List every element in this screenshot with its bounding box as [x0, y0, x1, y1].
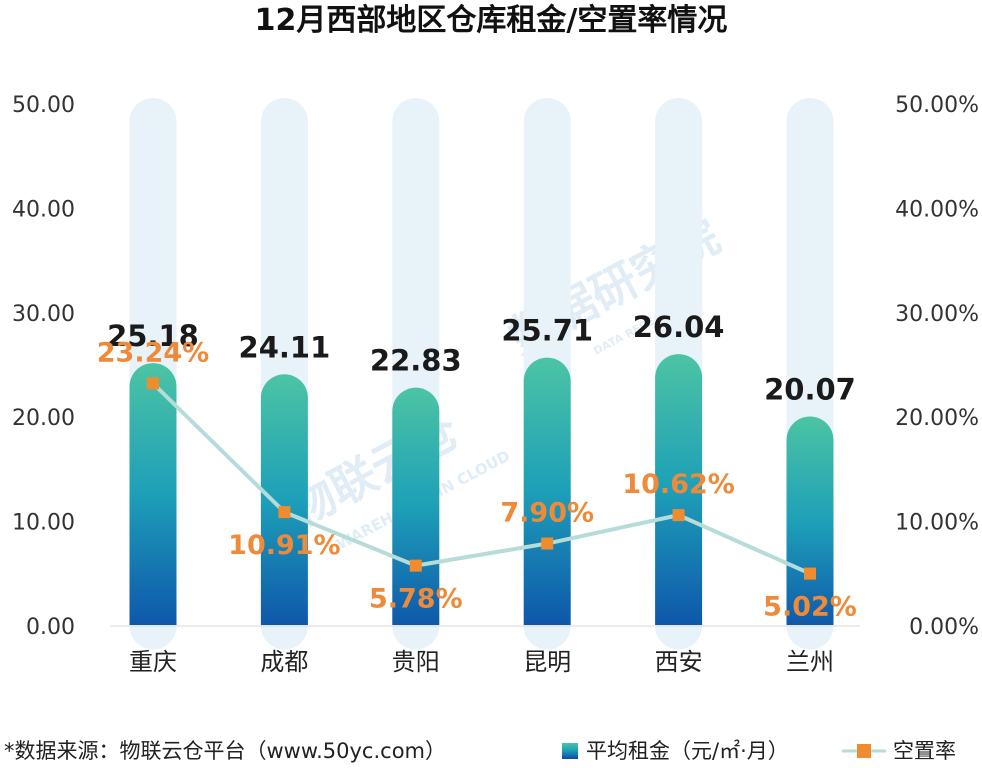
y-tick-right-label: 0.00% [909, 615, 979, 640]
y-tick-right-label: 30.00% [895, 302, 979, 327]
legend-vacancy-marker [857, 744, 871, 758]
rent-bar [260, 374, 308, 625]
rent-value-label: 25.18 [107, 319, 199, 353]
x-axis: 重庆 成都 贵阳 昆明 西安 兰州 [129, 648, 834, 676]
source-note: *数据来源：物联云仓平台（www.50yc.com） [4, 739, 446, 763]
legend-rent-label: 平均租金（元/㎡·月） [586, 739, 789, 763]
legend-vacancy-label: 空置率 [893, 739, 956, 763]
rent-value-label: 24.11 [239, 330, 331, 364]
legend-rent-swatch [562, 743, 578, 759]
vacancy-point [672, 509, 685, 522]
vacancy-series-line [151, 381, 811, 576]
vacancy-value-label: 5.78% [369, 584, 463, 615]
vacancy-point [147, 377, 159, 390]
vacancy-line-layer [147, 377, 816, 580]
rent-value-label: 25.71 [501, 314, 593, 348]
y-tick-left-label: 40.00 [12, 197, 75, 222]
y-tick-right-label: 20.00% [895, 406, 979, 431]
rent-value-label: 20.07 [764, 372, 856, 406]
y-axis-left: 0.00 10.00 20.00 30.00 40.00 50.00 [12, 93, 75, 640]
vacancy-point [409, 559, 422, 572]
rent-bar [129, 363, 177, 625]
x-tick-label: 贵阳 [392, 648, 440, 676]
rent-value-label: 22.83 [370, 344, 462, 378]
vacancy-point [278, 506, 291, 519]
bar-value-labels: 25.18 24.11 22.83 25.71 26.04 20.07 [107, 310, 856, 406]
chart-title: 12月西部地区仓库租金/空置率情况 [255, 3, 728, 38]
vacancy-point [541, 537, 554, 550]
vacancy-value-label: 10.62% [622, 469, 734, 500]
x-tick-label: 西安 [655, 648, 703, 676]
x-tick-label: 重庆 [129, 648, 177, 676]
y-tick-right-label: 40.00% [895, 197, 979, 222]
bar-background-layer [129, 98, 834, 650]
y-tick-left-label: 0.00 [26, 615, 75, 640]
vacancy-point [804, 567, 816, 580]
vacancy-value-label: 23.24% [97, 337, 209, 368]
y-tick-left-label: 10.00 [12, 511, 75, 536]
rent-bar [523, 357, 571, 625]
rent-bar [655, 354, 703, 625]
y-tick-left-label: 20.00 [12, 406, 75, 431]
vacancy-value-label: 5.02% [763, 592, 857, 623]
legend: 平均租金（元/㎡·月） 空置率 [562, 739, 956, 763]
bar-layer [129, 354, 834, 625]
y-tick-right-label: 10.00% [895, 511, 979, 536]
rent-bar [786, 416, 834, 625]
y-tick-left-label: 50.00 [12, 93, 75, 118]
x-tick-label: 昆明 [523, 648, 571, 676]
y-tick-right-label: 50.00% [895, 93, 979, 118]
vacancy-value-label: 10.91% [228, 530, 340, 561]
vacancy-value-label: 7.90% [500, 498, 594, 529]
x-tick-label: 成都 [260, 648, 308, 676]
y-axis-right: 0.00% 10.00% 20.00% 30.00% 40.00% 50.00% [895, 93, 979, 640]
y-tick-left-label: 30.00 [12, 302, 75, 327]
rent-value-label: 26.04 [633, 310, 725, 344]
rate-value-labels: 23.24% 10.91% 5.78% 7.90% 10.62% 5.02% [97, 337, 857, 622]
x-tick-label: 兰州 [786, 648, 834, 676]
